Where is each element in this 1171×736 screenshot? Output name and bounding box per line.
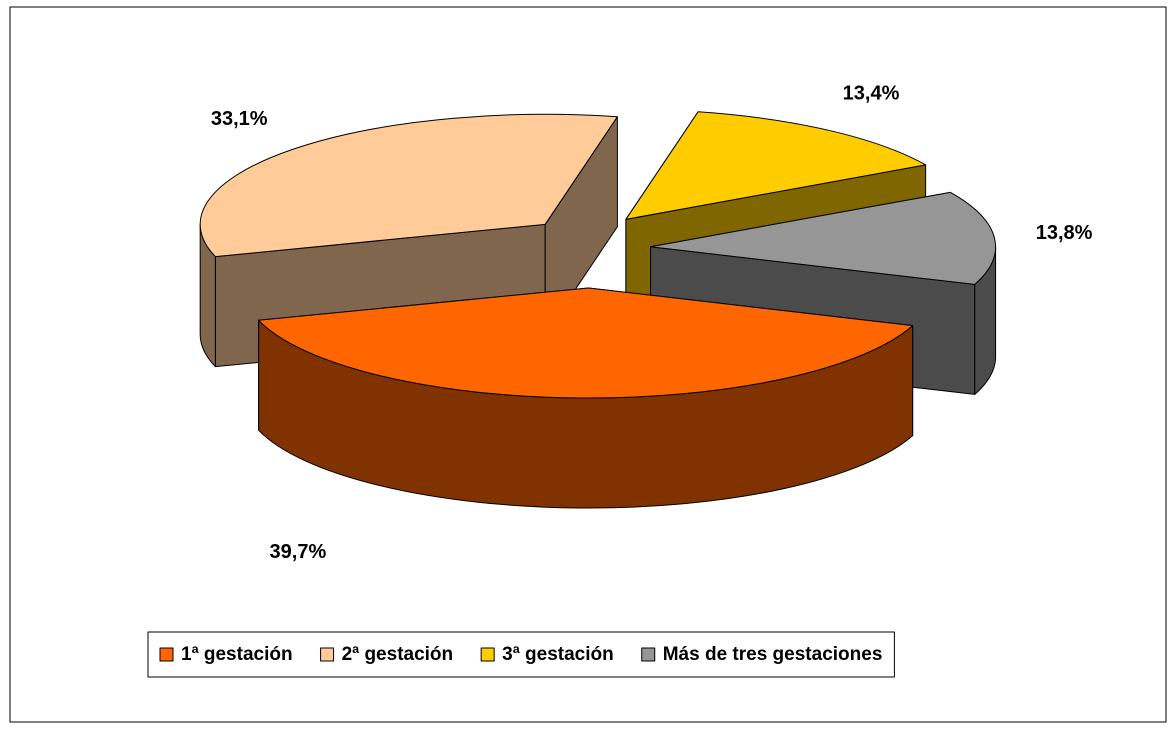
- slice: [199, 113, 618, 258]
- legend-swatch: [159, 647, 174, 662]
- data-label: 13,4%: [843, 83, 900, 105]
- legend-label: 3ª gestación: [502, 644, 614, 665]
- slice: [258, 287, 914, 509]
- legend-label: Más de tres gestaciones: [663, 644, 883, 665]
- legend-swatch: [480, 647, 495, 662]
- data-label: 13,8%: [1036, 222, 1093, 244]
- legend-label: 2ª gestación: [342, 644, 454, 665]
- slice: [258, 287, 914, 399]
- pie: [199, 111, 997, 509]
- data-labels: 39,7% 33,1% 13,4% 13,8%: [211, 83, 1093, 564]
- slice: [650, 191, 997, 285]
- legend-box: [147, 631, 895, 678]
- data-label: 39,7%: [270, 541, 327, 563]
- slice: [625, 111, 927, 220]
- legend-swatch: [320, 647, 335, 662]
- legend-label: 1ª gestación: [181, 644, 293, 665]
- legend-swatch: [641, 647, 656, 662]
- legend: 1ª gestación 2ª gestación 3ª gestación Más …: [147, 631, 895, 678]
- data-label: 33,1%: [211, 108, 268, 130]
